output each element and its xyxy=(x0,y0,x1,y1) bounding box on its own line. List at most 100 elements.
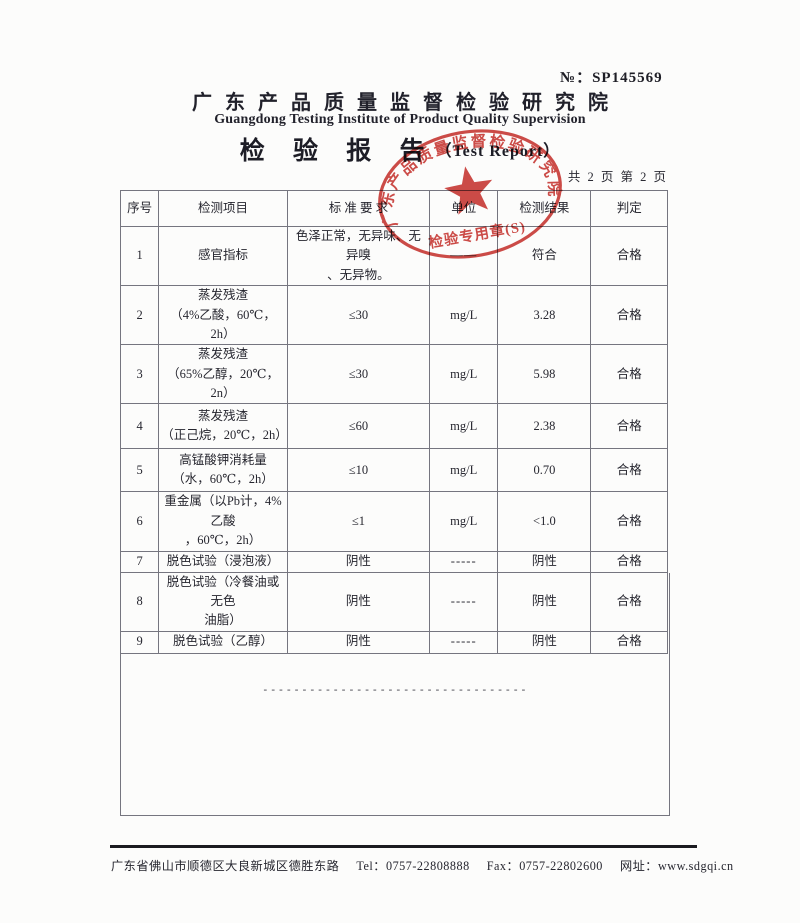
cell-no: 6 xyxy=(119,491,160,552)
report-number-value: SP145569 xyxy=(592,70,663,86)
cell-result: 阴性 xyxy=(497,630,592,654)
col-header-verdict: 判定 xyxy=(590,190,668,227)
table-row: 5 高锰酸钾消耗量 （水，60℃，2h） ≤10 mg/L 0.70 合格 xyxy=(119,448,668,493)
page-count-info: 共 2 页 第 2 页 xyxy=(567,170,668,184)
item-line: （4%乙酸，60℃，2h） xyxy=(170,307,276,341)
institute-title-cn: 广东产品质量监督检验研究院 xyxy=(192,92,621,114)
report-title-en: （Test Report） xyxy=(435,143,561,160)
table-row: 1 感官指标 色泽正常，无异味、无异嗅、无异物。 —— 符合 合格 xyxy=(119,225,668,287)
cell-verdict: 合格 xyxy=(590,285,668,346)
cell-result: 3.28 xyxy=(497,285,592,346)
cell-no: 9 xyxy=(119,630,160,654)
cell-standard: ≤30 xyxy=(286,285,431,346)
cell-item: 高锰酸钾消耗量 （水，60℃，2h） xyxy=(158,448,288,493)
footer-website: 网址：www.sdgqi.cn xyxy=(619,859,734,873)
table-row: 6 重金属（以Pb计，4%乙酸 ，60℃，2h） ≤1 mg/L <1.0 合格 xyxy=(119,491,668,552)
col-header-standard: 标 准 要 求 xyxy=(286,190,431,227)
cell-standard: ≤60 xyxy=(286,403,431,450)
cell-standard: 阴性 xyxy=(286,550,431,573)
item-line: （65%乙醇，20℃，2n） xyxy=(167,366,279,400)
cell-result: 符合 xyxy=(497,225,592,287)
col-header-unit: 单位 xyxy=(429,190,499,227)
table-empty-continuation: ---------------------------------- xyxy=(120,573,670,816)
table-row: 8 脱色试验（冷餐油或无色 油脂） 阴性 ----- 阴性 合格 xyxy=(119,571,668,632)
cell-no: 1 xyxy=(119,225,160,287)
item-line: 蒸发残渣 xyxy=(198,347,249,362)
cell-verdict: 合格 xyxy=(590,571,668,632)
cell-item: 感官指标 xyxy=(158,225,288,287)
item-line: 蒸发残渣 xyxy=(198,409,249,423)
institute-title-en: Guangdong Testing Institute of Product Q… xyxy=(214,112,586,127)
cell-result: 阴性 xyxy=(497,550,592,573)
footer-address: 广东省佛山市顺德区大良新城区德胜东路 xyxy=(111,859,340,873)
cell-unit: mg/L xyxy=(429,285,499,346)
cell-no: 2 xyxy=(119,285,160,346)
cell-item: 蒸发残渣 （65%乙醇，20℃，2n） xyxy=(158,344,288,405)
cell-verdict: 合格 xyxy=(590,491,668,552)
cell-verdict: 合格 xyxy=(590,403,668,450)
report-title: 检 验 报 告（Test Report） xyxy=(100,131,700,167)
cell-unit: mg/L xyxy=(429,403,499,450)
footer-divider-line xyxy=(110,845,697,848)
item-line: ，60℃，2h） xyxy=(184,533,262,548)
item-line: 感官指标 xyxy=(198,248,249,263)
cell-verdict: 合格 xyxy=(590,448,668,493)
footer-fax: Fax：0757-22802600 xyxy=(486,859,603,873)
report-number-label: №： xyxy=(560,70,593,86)
report-title-cn: 检 验 报 告 xyxy=(239,138,436,165)
cell-standard: ≤1 xyxy=(286,491,431,552)
cell-item: 蒸发残渣 （4%乙酸，60℃，2h） xyxy=(158,285,288,346)
cell-no: 7 xyxy=(119,550,160,573)
cell-item: 脱色试验（浸泡液） xyxy=(158,550,288,573)
table-row: 7 脱色试验（浸泡液） 阴性 ----- 阴性 合格 xyxy=(119,550,668,573)
report-number: №：SP145569 xyxy=(560,66,760,87)
cell-result: 2.38 xyxy=(497,403,592,450)
cell-verdict: 合格 xyxy=(590,344,668,405)
cell-standard: 阴性 xyxy=(286,571,431,632)
test-results-table: 序号 检测项目 标 准 要 求 单位 检测结果 判定 1 感官指标 色泽正常，无… xyxy=(119,190,668,654)
cell-standard: ≤10 xyxy=(286,448,431,493)
cell-verdict: 合格 xyxy=(590,630,668,654)
cell-unit: mg/L xyxy=(429,448,499,493)
standard-line: 色泽正常，无异味、无异嗅 xyxy=(295,229,421,263)
cell-unit: mg/L xyxy=(429,491,499,552)
cell-no: 3 xyxy=(119,344,160,405)
cell-result: 5.98 xyxy=(497,344,592,405)
cell-standard: 阴性 xyxy=(286,630,431,654)
table-row: 2 蒸发残渣 （4%乙酸，60℃，2h） ≤30 mg/L 3.28 合格 xyxy=(119,285,668,346)
item-line: （水，60℃，2h） xyxy=(172,472,274,487)
item-line: 脱色试验（冷餐油或无色 xyxy=(166,574,280,608)
cell-unit: ----- xyxy=(429,630,499,654)
table-row: 9 脱色试验（乙醇） 阴性 ----- 阴性 合格 xyxy=(119,630,668,654)
cell-verdict: 合格 xyxy=(590,225,668,287)
cell-unit: mg/L xyxy=(429,344,499,405)
cell-item: 重金属（以Pb计，4%乙酸 ，60℃，2h） xyxy=(158,491,288,552)
cell-no: 8 xyxy=(119,571,160,632)
table-header-row: 序号 检测项目 标 准 要 求 单位 检测结果 判定 xyxy=(119,190,668,227)
footer-tel: Tel：0757-22808888 xyxy=(356,859,470,873)
col-header-item: 检测项目 xyxy=(158,190,288,227)
standard-line: 、无异物。 xyxy=(327,267,390,282)
end-of-data-dashes: ---------------------------------- xyxy=(262,683,528,696)
cell-verdict: 合格 xyxy=(590,550,668,573)
cell-result: 0.70 xyxy=(497,448,592,493)
cell-unit: ----- xyxy=(429,550,499,573)
table-row: 4 蒸发残渣 （正己烷，20℃，2h） ≤60 mg/L 2.38 合格 xyxy=(119,403,668,450)
cell-item: 脱色试验（乙醇） xyxy=(158,630,288,654)
cell-standard: ≤30 xyxy=(286,344,431,405)
col-header-seq: 序号 xyxy=(119,190,160,227)
item-line: 重金属（以Pb计，4%乙酸 xyxy=(164,494,282,528)
table-row: 3 蒸发残渣 （65%乙醇，20℃，2n） ≤30 mg/L 5.98 合格 xyxy=(119,344,668,405)
cell-item: 蒸发残渣 （正己烷，20℃，2h） xyxy=(158,403,288,450)
cell-item: 脱色试验（冷餐油或无色 油脂） xyxy=(158,571,288,632)
item-line: 高锰酸钾消耗量 xyxy=(179,453,267,467)
cell-unit: —— xyxy=(429,225,499,287)
cell-no: 4 xyxy=(119,403,160,450)
footer-contact-info: 广东省佛山市顺德区大良新城区德胜东路 Tel：0757-22808888 Fax… xyxy=(111,856,733,874)
cell-result: 阴性 xyxy=(497,571,592,632)
cell-result: <1.0 xyxy=(497,491,592,552)
col-header-result: 检测结果 xyxy=(497,190,592,227)
item-line: （正己烷，20℃，2h） xyxy=(161,428,288,443)
cell-unit: ----- xyxy=(429,571,499,632)
